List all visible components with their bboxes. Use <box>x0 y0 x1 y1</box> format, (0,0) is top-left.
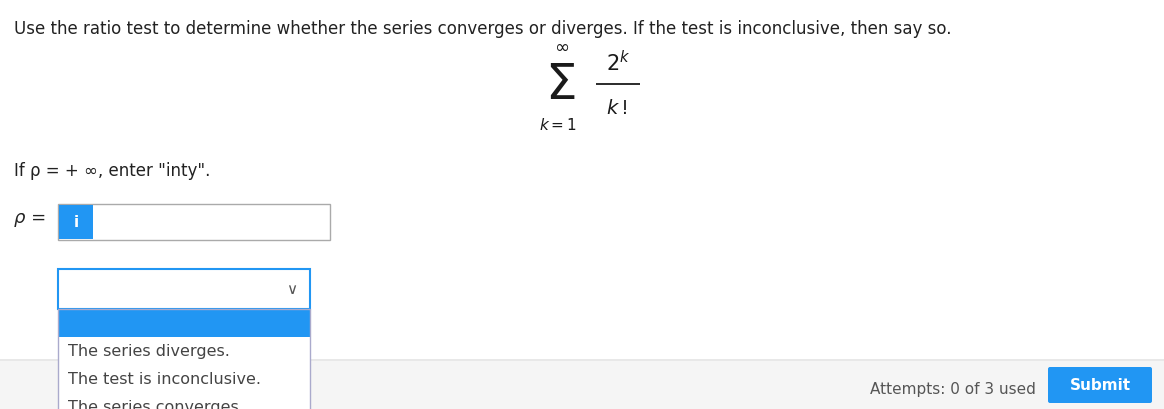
Text: The test is inconclusive.: The test is inconclusive. <box>68 372 261 387</box>
Text: $k\,!$: $k\,!$ <box>606 99 627 118</box>
Bar <box>0 359 1164 361</box>
Text: Submit: Submit <box>1070 378 1130 393</box>
Text: Use the ratio test to determine whether the series converges or diverges. If the: Use the ratio test to determine whether … <box>14 20 951 38</box>
Bar <box>0 361 1164 409</box>
FancyBboxPatch shape <box>1048 367 1152 403</box>
Text: ρ =: ρ = <box>14 209 47 227</box>
Bar <box>58 309 310 409</box>
Bar <box>58 309 310 337</box>
Text: $2^k$: $2^k$ <box>605 50 630 75</box>
Text: If ρ = + ∞, enter "inty".: If ρ = + ∞, enter "inty". <box>14 162 211 180</box>
Text: $k=1$: $k=1$ <box>539 117 577 133</box>
Bar <box>58 204 331 240</box>
Text: $\infty$: $\infty$ <box>554 38 569 56</box>
Text: $\Sigma$: $\Sigma$ <box>545 61 575 109</box>
Text: i: i <box>73 215 78 230</box>
Bar <box>59 205 93 239</box>
Text: The series diverges.: The series diverges. <box>68 344 229 359</box>
Bar <box>58 270 310 309</box>
Text: The series converges.: The series converges. <box>68 400 244 409</box>
Text: Attempts: 0 of 3 used: Attempts: 0 of 3 used <box>870 382 1036 397</box>
Bar <box>58 337 310 409</box>
Text: ∨: ∨ <box>286 282 298 297</box>
